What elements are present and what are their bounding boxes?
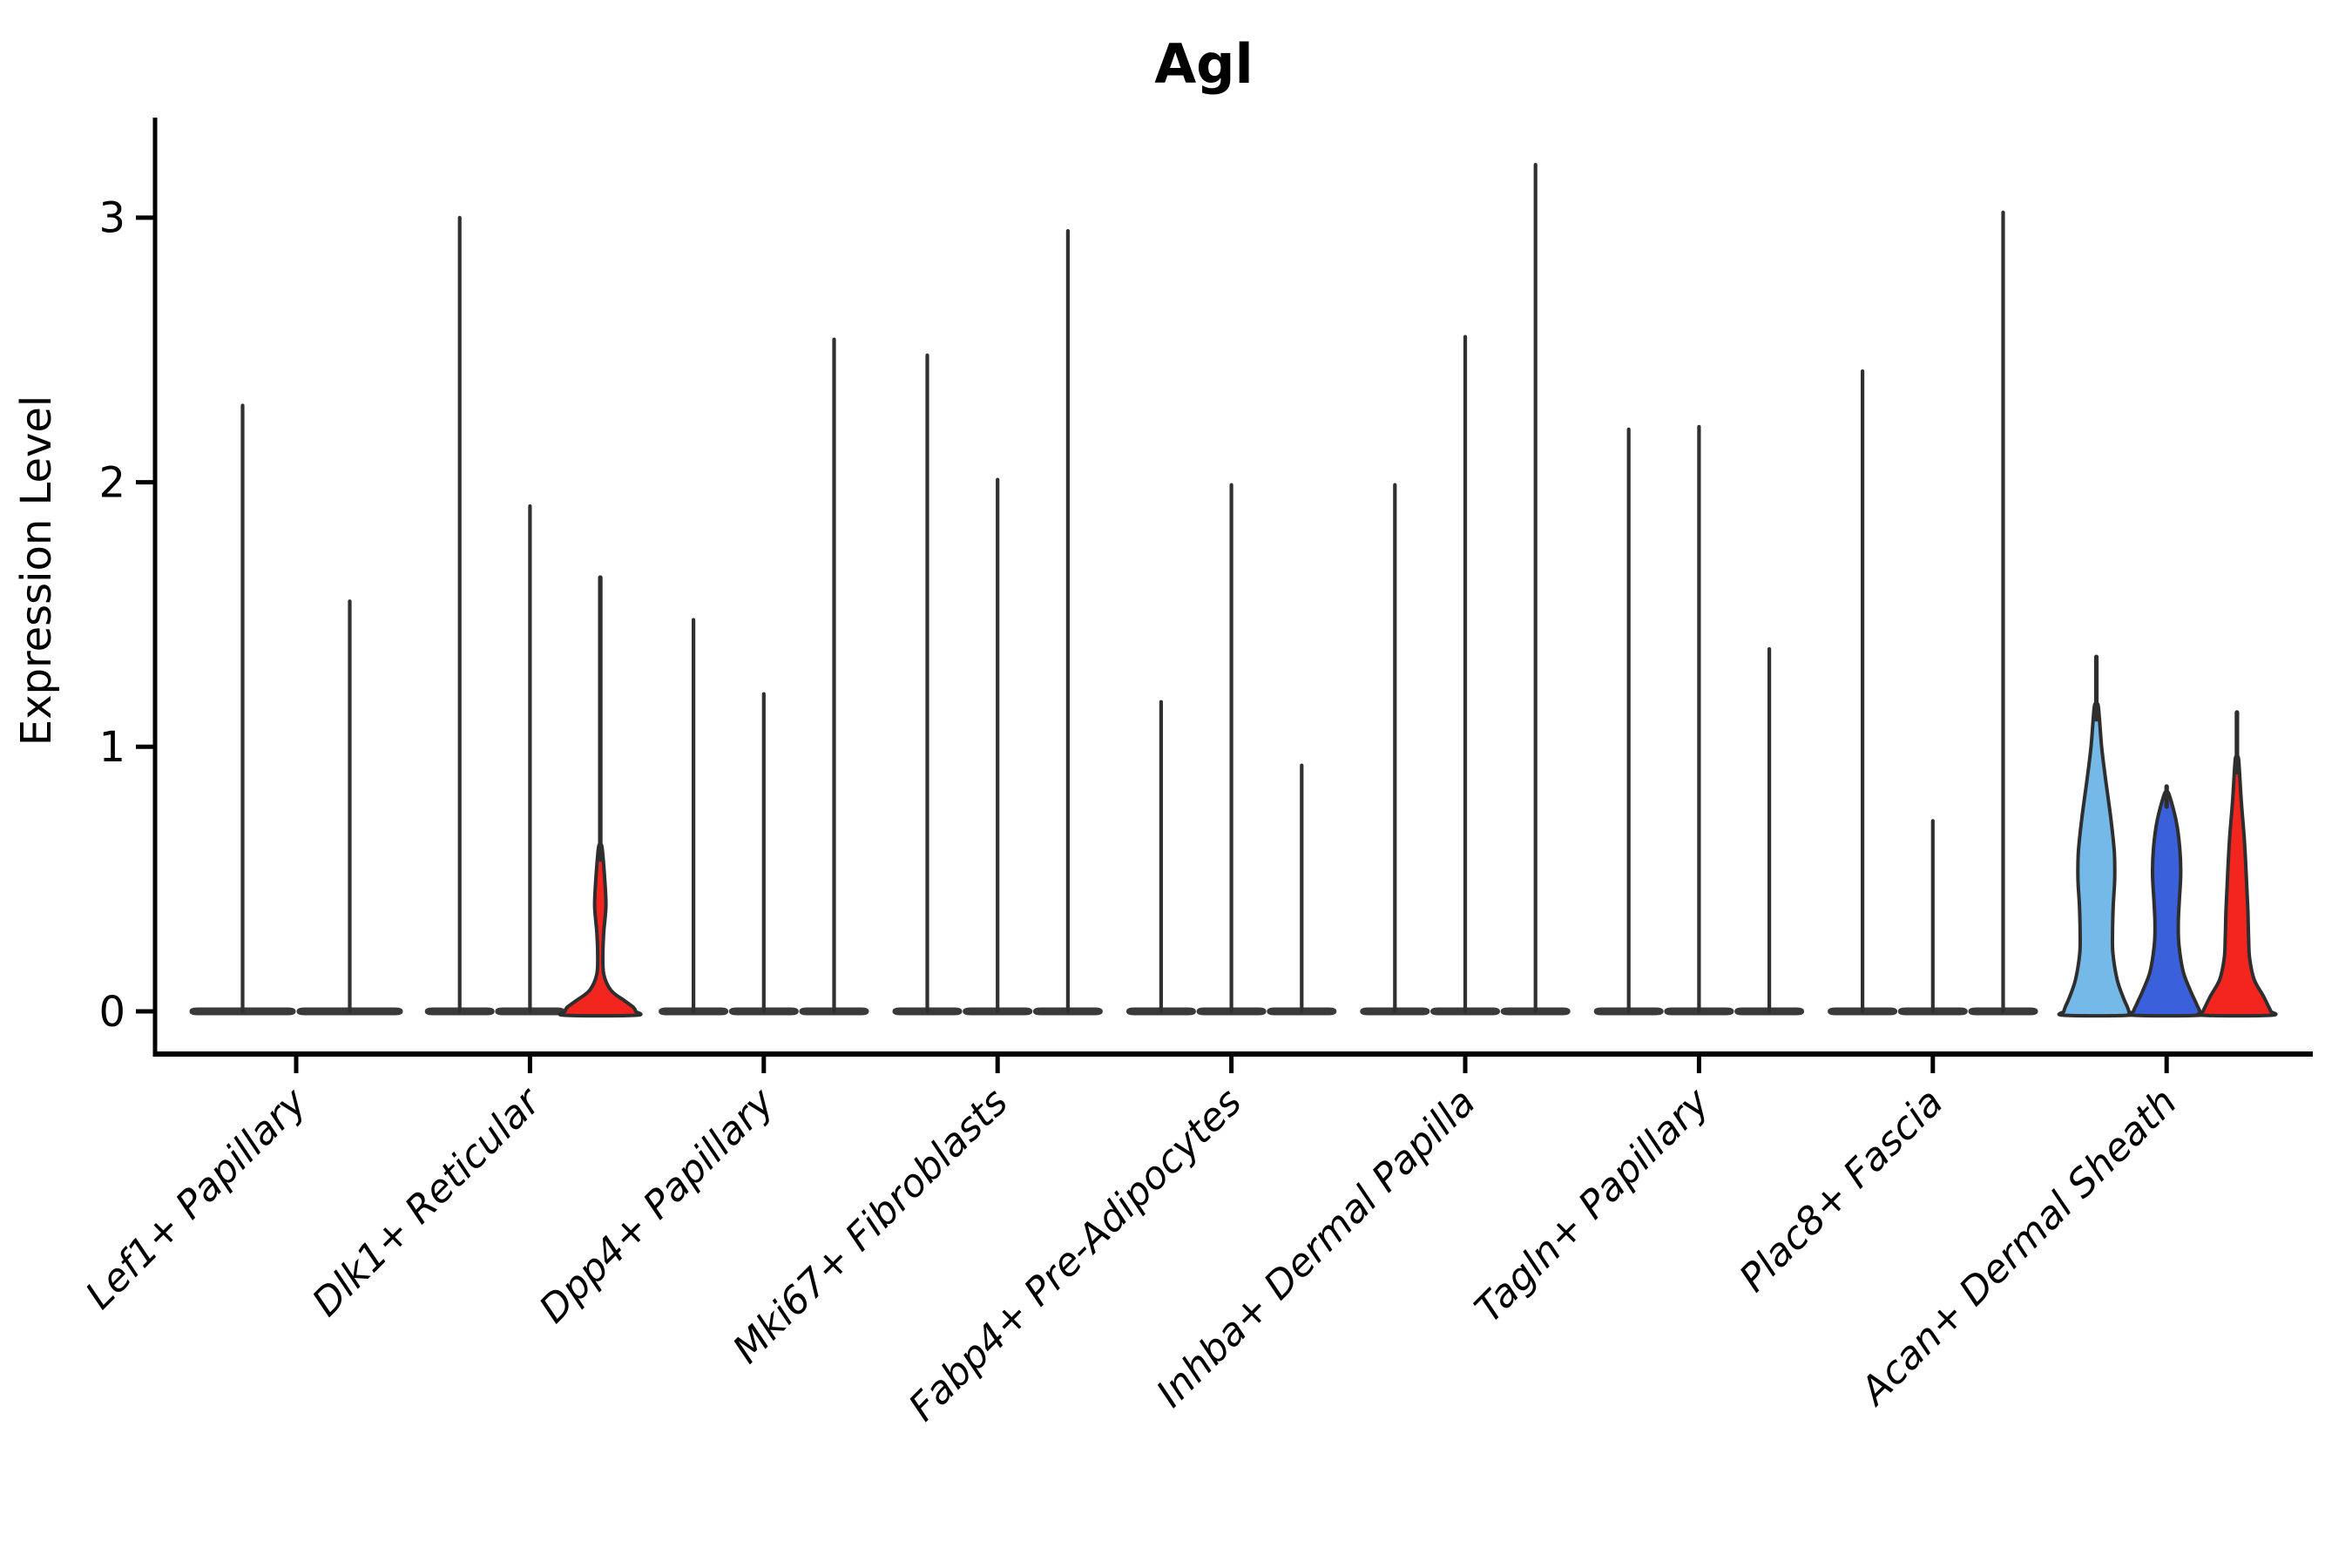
y-tick-label: 0 <box>98 988 125 1037</box>
violin <box>1267 763 1337 1016</box>
violin-body <box>2126 790 2207 1018</box>
violin <box>296 599 403 1016</box>
violin <box>728 692 799 1016</box>
x-tick-label: Dpp4+ Papillary <box>531 1079 784 1332</box>
violin-body <box>2196 754 2278 1018</box>
y-tick-label: 3 <box>98 194 125 243</box>
violin <box>659 618 729 1016</box>
violin <box>1196 483 1267 1016</box>
y-axis-label: Expression Level <box>12 395 61 747</box>
violin <box>1828 368 1898 1016</box>
violin <box>1734 646 1805 1016</box>
y-tick-label: 2 <box>98 458 125 507</box>
x-tick-label: Tagln+ Papillary <box>1466 1079 1718 1331</box>
x-tick-label: Dlk1+ Reticular <box>304 1078 551 1325</box>
violin <box>1125 700 1196 1016</box>
violin <box>2126 784 2207 1018</box>
violin <box>799 337 869 1016</box>
violin <box>2196 710 2278 1018</box>
violin <box>1897 819 1968 1016</box>
violin <box>1360 483 1430 1016</box>
violin <box>189 403 296 1016</box>
violin <box>558 575 643 1018</box>
violin <box>2057 654 2136 1018</box>
x-tick-label: Plac8+ Fascia <box>1731 1080 1951 1301</box>
violin <box>1968 210 2038 1016</box>
chart-title: Agl <box>1154 32 1254 96</box>
violin <box>495 504 565 1016</box>
y-tick-label: 1 <box>98 723 125 772</box>
violin <box>1032 228 1103 1016</box>
violins-layer <box>189 163 2278 1018</box>
violin <box>1593 427 1664 1016</box>
violin <box>1664 424 1734 1016</box>
x-tick-label: Lef1+ Papillary <box>78 1079 316 1318</box>
violin <box>424 215 495 1016</box>
violin-body <box>2057 701 2136 1018</box>
violin <box>892 353 963 1016</box>
axes-layer <box>136 118 2313 1073</box>
violin-body <box>558 842 643 1018</box>
violin <box>1500 163 1571 1016</box>
violin <box>963 477 1033 1016</box>
violin <box>1430 335 1500 1016</box>
